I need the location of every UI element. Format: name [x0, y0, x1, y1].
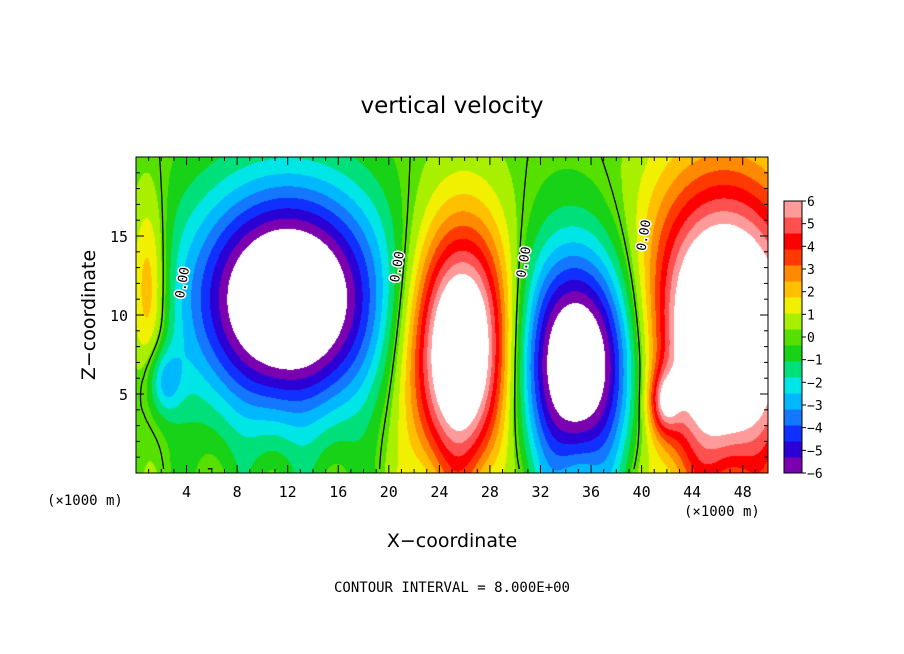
x-tick-label: 8: [233, 483, 242, 501]
zero-contour-label: 0.00: [388, 250, 408, 283]
y-tick-label: 15: [110, 228, 128, 246]
colorbar-tick-label: −6: [807, 467, 823, 482]
y-tick-label: 10: [110, 307, 128, 325]
x-tick-label: 24: [430, 483, 448, 501]
colorbar-swatch: [784, 265, 802, 282]
colorbar-swatch: [784, 249, 802, 266]
zero-contour-path: [139, 157, 641, 470]
colorbar-swatch: [784, 233, 802, 250]
colorbar-swatch: [784, 201, 802, 218]
colorbar-swatch: [784, 281, 802, 298]
plot-area: 0.00 0.00 0.00 0.00: [135, 156, 769, 474]
colorbar-tick-label: 3: [807, 263, 815, 278]
x-axis-ticks: 4 8 12 16 20 24 28 32 36 40 44 48: [148, 157, 756, 501]
colorbar-swatch: [784, 217, 802, 234]
colorbar-tick-label: 1: [807, 308, 815, 323]
x-tick-label: 44: [683, 483, 701, 501]
colorbar-tick-label: −4: [807, 422, 823, 437]
colorbar-swatch: [784, 409, 802, 426]
zero-contour-labels: 0.00 0.00 0.00 0.00: [172, 217, 657, 301]
chart-title: vertical velocity: [361, 93, 544, 119]
x-tick-label: 40: [633, 483, 651, 501]
colorbar-tick-label: 2: [807, 286, 815, 301]
x-axis-label: X−coordinate: [387, 530, 517, 552]
colorbar-swatch: [784, 393, 802, 410]
x-tick-label: 16: [329, 483, 347, 501]
colorbar-tick-label: −2: [807, 376, 823, 391]
velocity-field: [136, 157, 768, 473]
colorbar-swatch: [784, 441, 802, 458]
x-tick-label: 4: [182, 483, 191, 501]
x-tick-label: 48: [734, 483, 752, 501]
zero-contour-lines: [139, 157, 641, 470]
colorbar-tick-label: −5: [807, 444, 823, 459]
colorbar-tick-label: −3: [807, 399, 823, 414]
x-tick-label: 36: [582, 483, 600, 501]
zero-contour-label: 0.00: [173, 266, 193, 299]
contour-interval-note: CONTOUR INTERVAL = 8.000E+00: [334, 580, 570, 596]
zero-contour-label: 0.00: [634, 219, 654, 252]
colorbar-tick-label: −1: [807, 354, 823, 369]
colorbar-swatch: [784, 313, 802, 330]
colorbar-tick-label: 4: [807, 240, 815, 255]
colorbar-tick-label: 6: [807, 195, 815, 210]
colorbar-swatch: [784, 329, 802, 346]
colorbar-swatch: [784, 345, 802, 362]
y-axis-label: Z−coordinate: [78, 250, 100, 380]
x-unit-label-left: (×1000 m): [47, 493, 123, 509]
colorbar-ticks: 6 5 4 3 2 1 0 −1 −2 −3 −4 −5 −6: [802, 195, 823, 482]
colorbar-tick-label: 5: [807, 218, 815, 233]
colorbar-swatch: [784, 297, 802, 314]
x-tick-label: 12: [279, 483, 297, 501]
colorbar-tick-label: 0: [807, 331, 815, 346]
colorbar-swatch: [784, 377, 802, 394]
x-tick-label: 32: [531, 483, 549, 501]
colorbar-swatch: [784, 425, 802, 442]
colorbar: 6 5 4 3 2 1 0 −1 −2 −3 −4 −5 −6: [783, 195, 823, 482]
colorbar-swatch: [784, 361, 802, 378]
y-axis-ticks: 5 10 15: [110, 172, 768, 458]
x-tick-label: 20: [380, 483, 398, 501]
x-unit-label-right: (×1000 m): [684, 504, 760, 520]
y-tick-label: 5: [119, 386, 128, 404]
colorbar-swatches: [784, 201, 802, 474]
colorbar-swatch: [784, 457, 802, 474]
x-tick-label: 28: [481, 483, 499, 501]
zero-contour-label: 0.00: [514, 246, 534, 279]
